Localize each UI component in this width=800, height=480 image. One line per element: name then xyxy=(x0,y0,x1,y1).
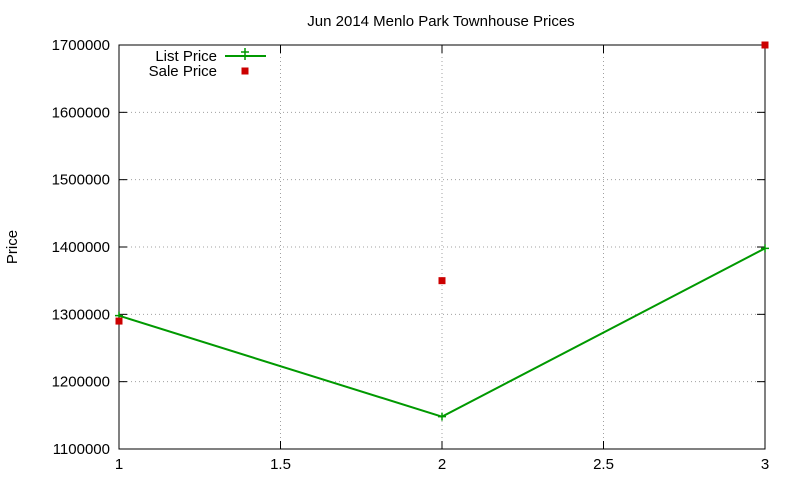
legend-label-sale-price: Sale Price xyxy=(149,63,217,80)
list-price-point xyxy=(438,412,446,421)
y-axis-label: Price xyxy=(4,230,21,264)
y-tick-label: 1300000 xyxy=(52,306,110,323)
legend-marker-sale-price xyxy=(241,67,249,75)
series-layer xyxy=(115,41,769,421)
legend: List Price Sale Price xyxy=(149,48,266,80)
y-tick-label: 1600000 xyxy=(52,104,110,121)
list-price-point xyxy=(761,244,769,253)
legend-label-list-price: List Price xyxy=(155,48,217,65)
y-tick-label: 1100000 xyxy=(53,441,110,458)
axis-ticks: 1100000 1200000 1300000 1400000 1500000 16000… xyxy=(52,37,770,473)
sale-price-point xyxy=(115,317,123,325)
grid-lines xyxy=(119,45,765,449)
x-tick-label: 1.5 xyxy=(270,456,291,473)
x-tick-label: 2.5 xyxy=(593,456,614,473)
x-tick-label: 2 xyxy=(438,456,446,473)
y-tick-label: 1400000 xyxy=(52,239,110,256)
sale-price-point xyxy=(438,277,446,285)
x-tick-label: 3 xyxy=(761,456,769,473)
y-tick-label: 1200000 xyxy=(52,374,110,391)
y-tick-label: 1700000 xyxy=(52,37,110,54)
sale-price-point xyxy=(761,41,769,49)
y-tick-label: 1500000 xyxy=(52,172,110,189)
legend-marker-list-price xyxy=(241,48,249,60)
chart-title: Jun 2014 Menlo Park Townhouse Prices xyxy=(307,13,574,30)
x-tick-label: 1 xyxy=(115,456,123,473)
